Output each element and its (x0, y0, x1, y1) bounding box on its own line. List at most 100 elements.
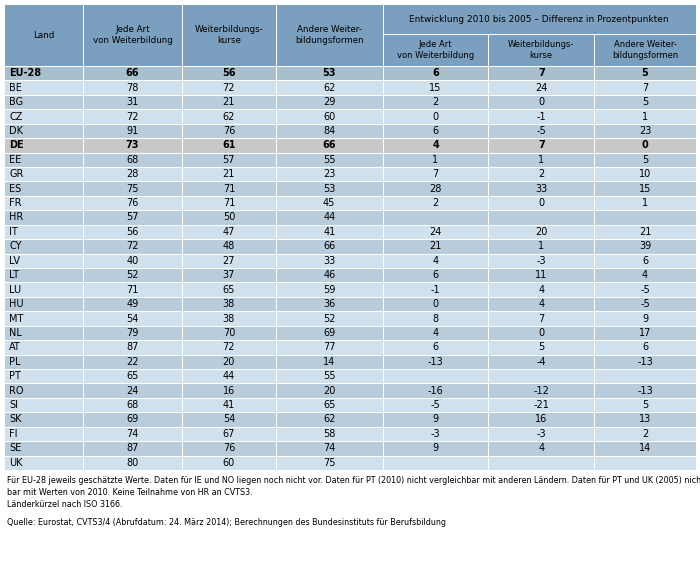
Text: HU: HU (9, 299, 24, 309)
Text: 2: 2 (538, 169, 545, 179)
Bar (4, 4, 83, 66)
Bar (182, 268, 276, 283)
Text: 65: 65 (323, 400, 335, 410)
Text: 44: 44 (323, 213, 335, 223)
Text: 6: 6 (642, 343, 648, 352)
Text: 60: 60 (223, 458, 235, 468)
Text: -1: -1 (430, 285, 440, 295)
Bar (489, 253, 594, 268)
Bar (182, 4, 276, 66)
Text: EU-28: EU-28 (9, 68, 41, 78)
Text: bar mit Werten von 2010. Keine Teilnahme von HR an CVTS3.: bar mit Werten von 2010. Keine Teilnahme… (7, 488, 253, 497)
Bar (4, 398, 83, 412)
Text: 5: 5 (642, 68, 648, 78)
Text: -5: -5 (536, 126, 546, 136)
Bar (83, 383, 182, 398)
Text: 68: 68 (127, 155, 139, 165)
Text: 73: 73 (126, 140, 139, 150)
Text: 79: 79 (126, 328, 139, 338)
Bar (383, 167, 489, 181)
Text: -5: -5 (640, 299, 650, 309)
Text: Länderkürzel nach ISO 3166.: Länderkürzel nach ISO 3166. (7, 500, 122, 509)
Text: 20: 20 (535, 227, 547, 237)
Bar (83, 196, 182, 210)
Bar (383, 455, 489, 470)
Bar (182, 196, 276, 210)
Text: UK: UK (9, 458, 22, 468)
Text: 4: 4 (432, 140, 439, 150)
Bar (83, 340, 182, 355)
Text: 78: 78 (126, 82, 139, 93)
Text: 1: 1 (642, 112, 648, 121)
Bar (489, 109, 594, 124)
Bar (594, 167, 696, 181)
Bar (83, 283, 182, 297)
Bar (276, 153, 383, 167)
Text: 11: 11 (536, 270, 547, 280)
Text: 49: 49 (127, 299, 139, 309)
Text: 71: 71 (126, 285, 139, 295)
Text: SI: SI (9, 400, 18, 410)
Bar (4, 138, 83, 153)
Text: 29: 29 (323, 97, 335, 107)
Text: 47: 47 (223, 227, 235, 237)
Bar (182, 283, 276, 297)
Text: -16: -16 (428, 386, 443, 396)
Text: 75: 75 (126, 184, 139, 194)
Text: -3: -3 (536, 429, 546, 439)
Bar (594, 283, 696, 297)
Bar (383, 441, 489, 455)
Text: 84: 84 (323, 126, 335, 136)
Bar (383, 4, 696, 34)
Bar (383, 95, 489, 109)
Bar (182, 441, 276, 455)
Text: LV: LV (9, 256, 20, 266)
Bar (594, 124, 696, 138)
Text: CY: CY (9, 241, 22, 251)
Text: 62: 62 (323, 415, 335, 424)
Text: 91: 91 (127, 126, 139, 136)
Bar (83, 268, 182, 283)
Bar (383, 253, 489, 268)
Text: 36: 36 (323, 299, 335, 309)
Text: 65: 65 (223, 285, 235, 295)
Text: DE: DE (9, 140, 24, 150)
Text: 41: 41 (323, 227, 335, 237)
Bar (4, 311, 83, 325)
Bar (489, 412, 594, 427)
Text: 74: 74 (323, 443, 335, 454)
Bar (83, 181, 182, 196)
Bar (276, 455, 383, 470)
Bar (489, 153, 594, 167)
Text: 1: 1 (642, 198, 648, 208)
Text: 10: 10 (639, 169, 651, 179)
Text: 5: 5 (642, 97, 648, 107)
Text: RO: RO (9, 386, 24, 396)
Bar (182, 124, 276, 138)
Bar (276, 253, 383, 268)
Bar (4, 95, 83, 109)
Bar (383, 340, 489, 355)
Bar (276, 325, 383, 340)
Text: 4: 4 (433, 256, 439, 266)
Bar (4, 369, 83, 383)
Bar (83, 311, 182, 325)
Text: 52: 52 (323, 313, 335, 324)
Bar (4, 66, 83, 81)
Bar (83, 167, 182, 181)
Bar (594, 398, 696, 412)
Bar (182, 325, 276, 340)
Text: 46: 46 (323, 270, 335, 280)
Text: -5: -5 (430, 400, 440, 410)
Text: 1: 1 (538, 155, 545, 165)
Bar (4, 355, 83, 369)
Text: Weiterbildungs-
kurse: Weiterbildungs- kurse (508, 40, 575, 59)
Text: AT: AT (9, 343, 21, 352)
Text: 76: 76 (223, 126, 235, 136)
Bar (83, 81, 182, 95)
Bar (83, 455, 182, 470)
Text: 68: 68 (127, 400, 139, 410)
Bar (182, 427, 276, 441)
Text: 57: 57 (126, 213, 139, 223)
Text: Jede Art
von Weiterbildung: Jede Art von Weiterbildung (92, 25, 172, 45)
